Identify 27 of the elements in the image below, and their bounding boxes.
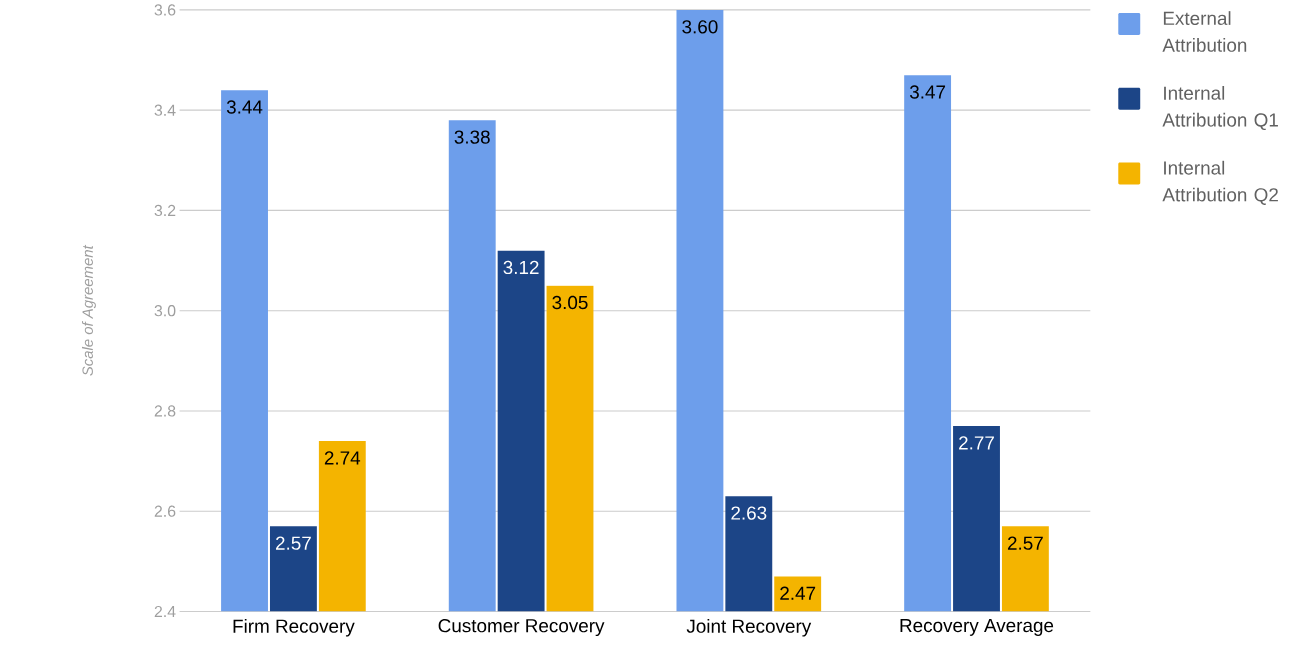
data-label: 3.44 [226, 100, 263, 114]
data-label: 2.63 [731, 506, 767, 520]
legend-label: External Attribution [1162, 10, 1247, 52]
y-tick-label: 2.6 [154, 505, 176, 517]
legend-label: Internal Attribution Q1 [1162, 85, 1278, 130]
data-label: 3.12 [503, 260, 539, 274]
y-tick-label: 2.8 [154, 405, 176, 417]
y-tick-label: 3.4 [154, 104, 176, 116]
data-label: 2.74 [324, 451, 361, 465]
data-label: 3.60 [682, 19, 718, 34]
x-tick-label: Recovery Average [900, 618, 1054, 636]
data-label: 3.38 [454, 130, 490, 144]
y-tick-label: 3.0 [154, 304, 176, 317]
x-tick-label: Customer Recovery [438, 618, 605, 636]
data-label: 2.47 [780, 586, 816, 600]
x-tick-label: Joint Recovery [686, 618, 812, 637]
y-tick-label: 3.6 [154, 4, 176, 16]
data-label: 3.05 [552, 295, 588, 310]
data-label: 3.47 [909, 85, 946, 99]
y-axis-title: Scale of Agreement [82, 244, 96, 376]
y-tick-label: 3.2 [154, 204, 176, 216]
data-label: 2.77 [959, 435, 994, 450]
legend-label: Internal Attribution Q2 [1162, 160, 1278, 205]
data-label: 2.57 [275, 536, 311, 550]
x-tick-label: Firm Recovery [233, 618, 355, 637]
y-tick-label: 2.4 [154, 605, 176, 617]
data-label: 2.57 [1007, 536, 1043, 550]
